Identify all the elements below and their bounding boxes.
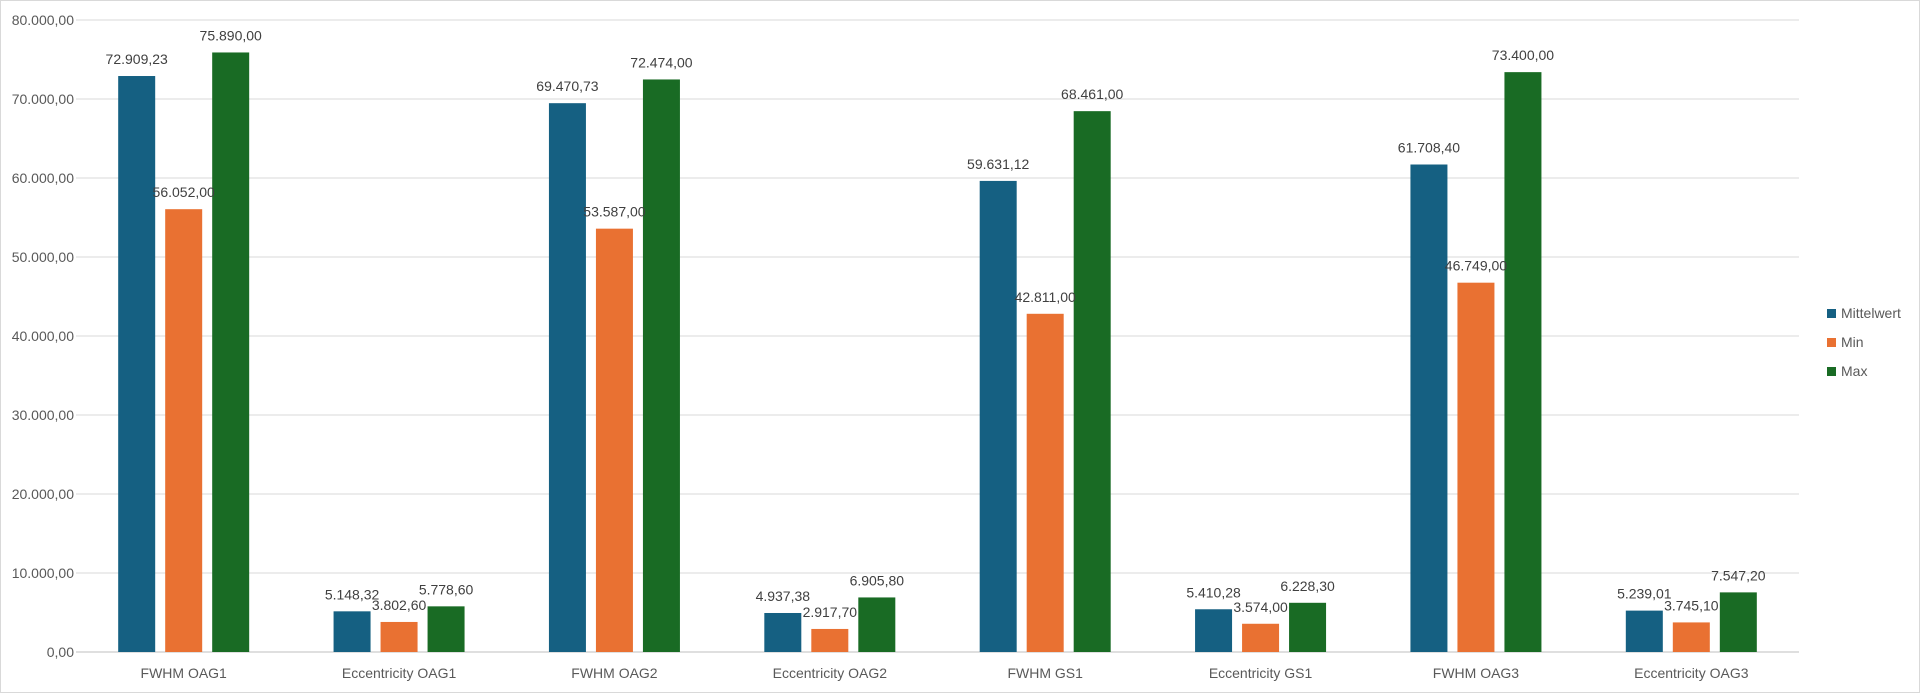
data-label: 75.890,00 <box>200 27 262 43</box>
data-label: 61.708,40 <box>1398 140 1460 156</box>
bar <box>1504 72 1542 652</box>
x-category-label: Eccentricity OAG2 <box>773 665 888 681</box>
x-axis-category-labels: FWHM OAG1 Eccentricity OAG1 FWHM OAG2 Eccen… <box>141 665 1749 681</box>
bar <box>1242 623 1280 652</box>
data-label: 5.148,32 <box>325 586 380 602</box>
data-label: 7.547,20 <box>1711 567 1766 583</box>
data-labels: 72.909,23 56.052,00 75.890,00 5.148,323.802… <box>106 27 1766 619</box>
x-category-label: Eccentricity OAG1 <box>342 665 457 681</box>
data-label: 59.631,12 <box>967 156 1029 172</box>
legend: Mittelwert Min Max <box>1827 305 1901 379</box>
bars <box>118 52 1757 653</box>
x-category-label: FWHM OAG2 <box>571 665 658 681</box>
bar <box>1026 313 1064 652</box>
bar <box>858 597 896 652</box>
bar <box>1457 282 1495 652</box>
data-label: 42.811,00 <box>1015 289 1076 305</box>
bar <box>548 103 586 653</box>
bar <box>1073 111 1111 653</box>
data-label: 4.937,38 <box>756 588 811 604</box>
bar <box>212 52 250 653</box>
y-axis-tick-labels: 0,00 10.000,00 20.000,00 30.000,00 40.000,00… <box>12 12 75 660</box>
bar <box>642 79 680 653</box>
bar <box>1410 164 1448 652</box>
data-label: 68.461,00 <box>1061 86 1123 102</box>
data-label: 72.909,23 <box>106 51 168 67</box>
legend-swatch <box>1827 309 1836 318</box>
bar <box>427 606 465 652</box>
data-label: 6.905,80 <box>850 572 905 588</box>
data-label: 69.470,73 <box>536 78 598 94</box>
data-label: 3.745,10 <box>1664 597 1719 613</box>
legend-label: Mittelwert <box>1841 305 1901 321</box>
bar <box>1672 622 1710 652</box>
legend-label: Max <box>1841 363 1867 379</box>
bar <box>1625 610 1663 652</box>
bar <box>1289 602 1327 652</box>
x-category-label: Eccentricity GS1 <box>1209 665 1313 681</box>
data-label: 72.474,00 <box>630 54 692 70</box>
bar <box>118 76 156 652</box>
bar <box>979 180 1017 652</box>
bar <box>811 628 849 652</box>
y-tick-label: 10.000,00 <box>12 565 74 581</box>
legend-swatch <box>1827 367 1836 376</box>
y-tick-label: 60.000,00 <box>12 170 74 186</box>
data-label: 46.749,00 <box>1445 258 1507 274</box>
x-category-label: Eccentricity OAG3 <box>1634 665 1749 681</box>
legend-swatch <box>1827 338 1836 347</box>
bar <box>380 621 418 652</box>
x-category-label: FWHM OAG3 <box>1433 665 1520 681</box>
legend-label: Min <box>1841 334 1864 350</box>
y-tick-label: 30.000,00 <box>12 407 74 423</box>
data-label: 6.228,30 <box>1280 578 1335 594</box>
data-label: 5.778,60 <box>419 581 474 597</box>
x-category-label: FWHM OAG1 <box>141 665 228 681</box>
bar <box>1719 592 1757 652</box>
bar <box>1195 609 1233 652</box>
data-label: 56.052,00 <box>153 184 215 200</box>
bar <box>165 209 203 652</box>
x-category-label: FWHM GS1 <box>1007 665 1083 681</box>
y-tick-label: 20.000,00 <box>12 486 74 502</box>
gridlines <box>76 19 1799 653</box>
data-label: 5.239,01 <box>1617 586 1672 602</box>
bar <box>764 612 802 652</box>
y-tick-label: 40.000,00 <box>12 328 74 344</box>
data-label: 2.917,70 <box>803 604 858 620</box>
data-label: 73.400,00 <box>1492 47 1554 63</box>
bar <box>595 228 633 652</box>
data-label: 53.587,00 <box>583 204 645 220</box>
y-tick-label: 80.000,00 <box>12 12 74 28</box>
y-tick-label: 0,00 <box>47 644 74 660</box>
y-tick-label: 70.000,00 <box>12 91 74 107</box>
data-label: 3.802,60 <box>372 597 427 613</box>
data-label: 3.574,00 <box>1233 599 1288 615</box>
bar <box>333 611 371 652</box>
y-tick-label: 50.000,00 <box>12 249 74 265</box>
data-label: 5.410,28 <box>1186 584 1241 600</box>
